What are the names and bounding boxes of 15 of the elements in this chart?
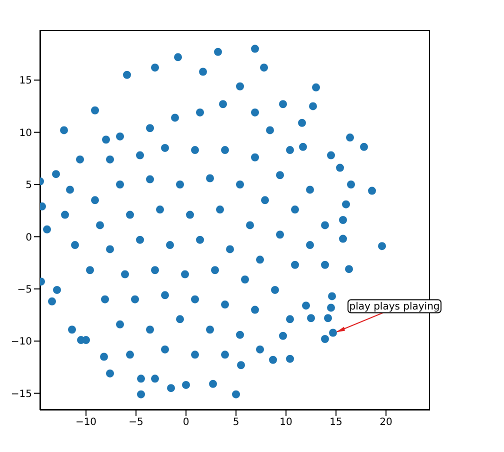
x-tick-label: 15 bbox=[330, 417, 342, 428]
y-tick-label: −5 bbox=[17, 284, 32, 296]
y-tick-label: 5 bbox=[26, 180, 32, 192]
x-tick-label: −10 bbox=[75, 417, 97, 428]
x-tick-label: 10 bbox=[280, 417, 292, 428]
y-tick-label: 10 bbox=[19, 128, 32, 139]
annotation: play plays playing bbox=[349, 302, 440, 313]
x-tick-label: 20 bbox=[380, 417, 392, 428]
y-tick-label: 0 bbox=[26, 232, 32, 244]
x-tick-label: 0 bbox=[182, 417, 190, 428]
y-tick-label: −15 bbox=[10, 388, 32, 400]
x-tick-label: −5 bbox=[128, 417, 144, 428]
y-tick-label: −10 bbox=[10, 336, 32, 348]
y-tick-label: 15 bbox=[19, 76, 32, 87]
x-tick-label: 5 bbox=[232, 417, 240, 428]
